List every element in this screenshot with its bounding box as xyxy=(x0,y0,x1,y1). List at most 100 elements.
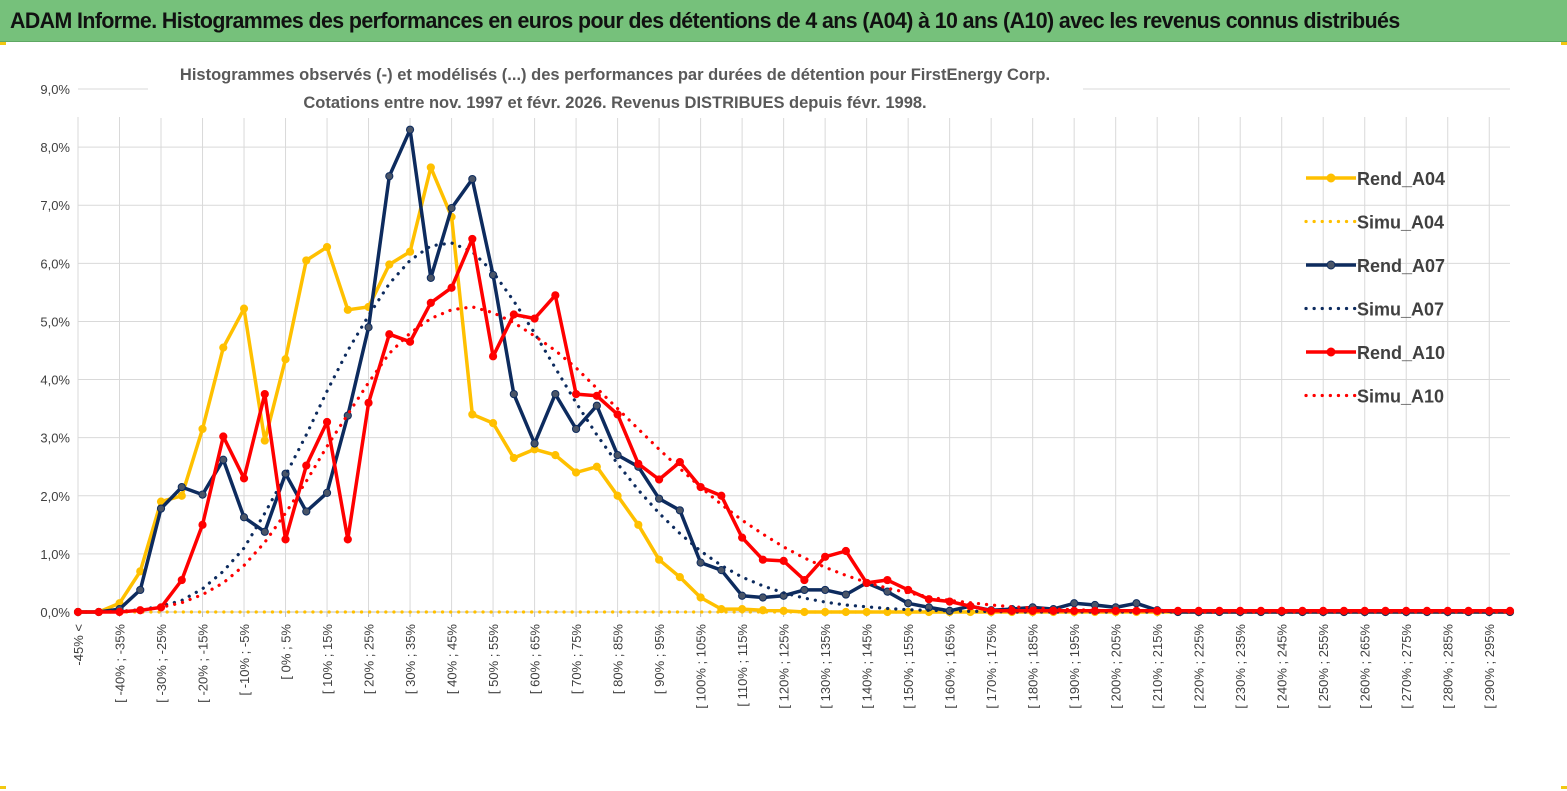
data-point xyxy=(758,606,767,615)
data-point xyxy=(447,204,456,213)
data-point xyxy=(655,494,664,503)
legend-marker xyxy=(1326,260,1336,270)
data-point xyxy=(468,174,477,184)
data-point xyxy=(385,330,394,339)
data-point xyxy=(322,488,332,497)
data-point xyxy=(530,314,539,323)
data-point xyxy=(1277,606,1286,615)
y-tick-label: 9,0% xyxy=(40,82,70,97)
chart-title-background xyxy=(148,60,1083,118)
x-tick-label: [ 200% ; 205% xyxy=(1109,624,1124,709)
data-point xyxy=(405,337,415,346)
data-point xyxy=(841,546,850,556)
data-point xyxy=(655,555,664,564)
x-tick-label: [ 100% ; 105% xyxy=(694,624,709,709)
legend-item-rend-a10: Rend_A10 xyxy=(1306,343,1445,363)
chart-title-line-1: Histogrammes observés (-) et modélisés (… xyxy=(180,66,1050,84)
x-tick-label: [ 40% ; 45% xyxy=(445,624,460,695)
x-tick-label: [ 160% ; 165% xyxy=(943,624,958,709)
series-simu-a10 xyxy=(76,305,1512,614)
data-point xyxy=(364,323,373,332)
data-point xyxy=(551,291,560,300)
data-point xyxy=(883,575,892,585)
y-tick-label: 7,0% xyxy=(40,198,70,213)
data-point xyxy=(613,451,622,460)
legend-label: Rend_A07 xyxy=(1357,256,1445,276)
data-point xyxy=(551,451,560,460)
data-point xyxy=(1132,599,1141,608)
y-tick-label: 5,0% xyxy=(40,314,70,329)
data-point xyxy=(219,455,228,464)
data-point xyxy=(987,606,996,615)
data-point xyxy=(468,234,477,244)
x-tick-label: [ 280% ; 285% xyxy=(1441,624,1456,709)
y-tick-label: 6,0% xyxy=(40,256,70,271)
x-tick-label: [ 270% ; 275% xyxy=(1399,624,1414,709)
data-point xyxy=(841,607,850,617)
legend-label: Simu_A10 xyxy=(1357,387,1444,407)
data-point xyxy=(551,389,560,399)
x-tick-label: [ 120% ; 125% xyxy=(777,624,792,709)
legend: Rend_A04 Simu_A04 Rend_A07 Simu_A07 Rend_A10… xyxy=(1304,169,1445,407)
x-tick-label: [ 90% ; 95% xyxy=(652,624,667,695)
legend-item-rend-a07: Rend_A07 xyxy=(1306,256,1445,276)
corner-mark-bottom-right xyxy=(1561,786,1567,789)
y-tick-label: 4,0% xyxy=(40,373,70,388)
x-tick-label: [ 290% ; 295% xyxy=(1482,624,1497,709)
x-tick-label: [ 20% ; 25% xyxy=(362,624,377,695)
series-rend-a07 xyxy=(73,125,1515,617)
series-line xyxy=(78,165,1510,614)
data-point xyxy=(717,566,726,575)
data-point xyxy=(1070,599,1079,608)
x-tick-label: [ 250% ; 255% xyxy=(1316,624,1331,709)
data-point xyxy=(302,461,311,470)
data-point xyxy=(509,310,518,319)
x-tick-label: [ -40% ; -35% xyxy=(113,624,128,703)
data-point xyxy=(322,242,332,252)
report-banner: ADAM Informe. Histogrammes des performan… xyxy=(0,0,1567,42)
legend-label: Rend_A04 xyxy=(1357,169,1445,189)
data-point xyxy=(717,604,726,614)
x-tick-label: [ 210% ; 215% xyxy=(1150,624,1165,709)
data-point xyxy=(1464,606,1473,615)
data-point xyxy=(156,504,166,513)
data-point xyxy=(800,575,809,585)
data-point xyxy=(634,520,643,529)
data-point xyxy=(364,398,373,407)
data-point xyxy=(260,436,269,445)
x-tick-label: [ 180% ; 185% xyxy=(1026,624,1041,709)
x-tick-label: [ -30% ; -25% xyxy=(154,624,169,703)
data-point xyxy=(571,389,581,399)
legend-marker xyxy=(1326,347,1336,357)
data-point xyxy=(488,352,498,361)
data-point xyxy=(136,585,145,595)
data-point xyxy=(592,391,601,400)
data-point xyxy=(302,256,311,265)
data-point xyxy=(468,410,477,419)
data-point xyxy=(738,591,747,600)
x-tick-label: [ 240% ; 245% xyxy=(1275,624,1290,709)
x-tick-label: [ 10% ; 15% xyxy=(320,624,335,695)
data-point xyxy=(426,163,435,172)
data-point xyxy=(385,260,394,269)
x-tick-label: -45% < xyxy=(71,624,86,666)
data-point xyxy=(260,527,269,536)
y-tick-label: 1,0% xyxy=(40,547,70,562)
legend-marker xyxy=(1326,173,1336,183)
data-point xyxy=(405,125,415,134)
data-point xyxy=(571,468,581,477)
x-tick-label: [ -10% ; -5% xyxy=(237,624,252,696)
data-point xyxy=(343,535,352,544)
data-point xyxy=(738,533,747,542)
data-point xyxy=(219,343,228,352)
y-tick-label: 3,0% xyxy=(40,431,70,446)
series-rend-a04 xyxy=(73,163,1515,617)
data-point xyxy=(675,457,684,467)
data-point xyxy=(696,593,705,602)
x-tick-label: [ 30% ; 35% xyxy=(403,624,418,695)
y-axis: 0,0% 1,0% 2,0% 3,0% 4,0% 5,0% 6,0% 7,0% 8,0% 9,0% xyxy=(40,82,70,620)
data-point xyxy=(322,417,332,427)
corner-mark-top-left xyxy=(0,42,6,45)
series-line xyxy=(76,241,1512,614)
